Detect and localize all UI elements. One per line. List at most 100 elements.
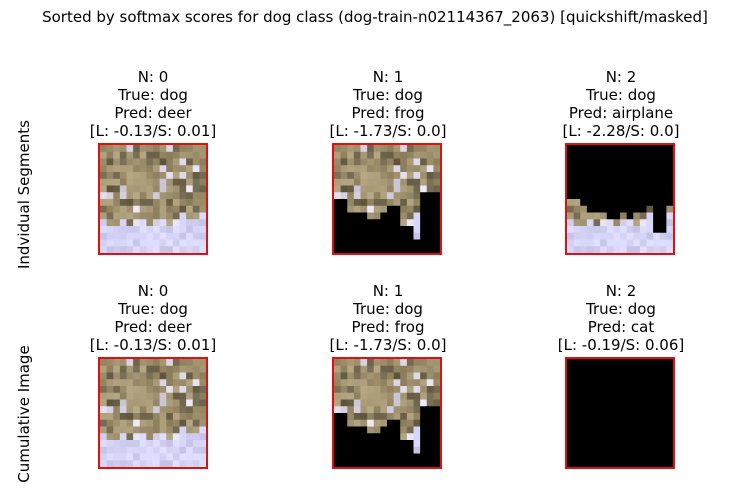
image-pixel bbox=[126, 392, 134, 400]
image-pixel bbox=[573, 372, 581, 380]
image-pixel bbox=[573, 386, 581, 394]
image-pixel bbox=[334, 192, 342, 200]
image-pixel bbox=[420, 433, 428, 441]
image-pixel bbox=[586, 212, 594, 220]
image-pixel bbox=[159, 419, 167, 427]
image-pixel bbox=[567, 392, 575, 400]
image-pixel bbox=[413, 426, 421, 434]
image-pixel bbox=[106, 185, 114, 193]
image-pixel bbox=[353, 433, 361, 441]
image-pixel bbox=[406, 392, 414, 400]
image-pixel bbox=[620, 386, 628, 394]
image-pixel bbox=[334, 199, 342, 207]
image-pixel bbox=[106, 145, 114, 153]
image-pixel bbox=[646, 379, 654, 387]
image-pixel bbox=[139, 158, 147, 166]
image-pixel bbox=[406, 232, 414, 240]
image-pixel bbox=[334, 399, 342, 407]
image-pixel bbox=[567, 386, 575, 394]
image-pixel bbox=[347, 151, 355, 159]
image-pixel bbox=[159, 460, 167, 467]
image-pixel bbox=[426, 460, 434, 467]
image-pixel bbox=[413, 433, 421, 441]
image-pixel bbox=[659, 392, 667, 400]
image-pixel bbox=[387, 158, 395, 166]
image-pixel bbox=[360, 232, 368, 240]
image-pixel bbox=[413, 460, 421, 467]
image-pixel bbox=[420, 158, 428, 166]
image-pixel bbox=[426, 379, 434, 387]
image-pixel bbox=[413, 386, 421, 394]
image-pixel bbox=[387, 151, 395, 159]
image-pixel bbox=[353, 359, 361, 367]
image-pixel bbox=[586, 151, 594, 159]
image-pixel bbox=[606, 460, 614, 467]
image-pixel bbox=[420, 372, 428, 380]
image-pixel bbox=[573, 453, 581, 461]
image-pixel bbox=[186, 426, 194, 434]
image-pixel bbox=[106, 365, 114, 373]
image-pixel bbox=[573, 226, 581, 234]
image-pixel bbox=[393, 219, 401, 227]
image-pixel bbox=[139, 178, 147, 186]
image-pixel bbox=[393, 172, 401, 180]
image-pixel bbox=[192, 205, 200, 213]
image-pixel bbox=[387, 392, 395, 400]
image-pixel bbox=[646, 158, 654, 166]
image-pixel bbox=[413, 246, 421, 253]
image-pixel bbox=[653, 392, 661, 400]
image-pixel bbox=[613, 392, 621, 400]
image-pixel bbox=[646, 399, 654, 407]
image-pixel bbox=[106, 440, 114, 448]
image-pixel bbox=[580, 386, 588, 394]
image-pixel bbox=[633, 359, 641, 367]
image-pixel bbox=[606, 219, 614, 227]
image-pixel bbox=[146, 440, 154, 448]
image-pixel bbox=[119, 246, 127, 253]
image-pixel bbox=[179, 165, 187, 173]
image-pixel bbox=[192, 372, 200, 380]
image-pixel bbox=[139, 413, 147, 421]
image-pixel bbox=[126, 151, 134, 159]
image-pixel bbox=[113, 379, 121, 387]
image-pixel bbox=[139, 226, 147, 234]
image-pixel bbox=[653, 372, 661, 380]
image-pixel bbox=[186, 433, 194, 441]
image-pixel bbox=[380, 426, 388, 434]
image-pixel bbox=[146, 392, 154, 400]
image-pixel bbox=[360, 212, 368, 220]
image-pixel bbox=[639, 379, 647, 387]
image-pixel bbox=[119, 433, 127, 441]
image-pixel bbox=[586, 172, 594, 180]
image-pixel bbox=[199, 226, 206, 234]
image-pixel bbox=[420, 192, 428, 200]
image-pixel bbox=[606, 239, 614, 247]
image-pixel bbox=[179, 158, 187, 166]
image-pixel bbox=[179, 172, 187, 180]
image-pixel bbox=[153, 453, 161, 461]
image-pixel bbox=[133, 165, 141, 173]
image-pixel bbox=[653, 413, 661, 421]
image-pixel bbox=[340, 145, 348, 153]
image-pixel bbox=[406, 178, 414, 186]
image-pixel bbox=[626, 158, 634, 166]
image-pixel bbox=[433, 446, 440, 454]
image-pixel bbox=[387, 406, 395, 414]
image-pixel bbox=[580, 440, 588, 448]
image-pixel bbox=[626, 413, 634, 421]
image-pixel bbox=[593, 440, 601, 448]
image-pixel bbox=[334, 178, 342, 186]
image-pixel bbox=[360, 386, 368, 394]
image-pixel bbox=[113, 359, 121, 367]
image-pixel bbox=[126, 365, 134, 373]
image-pixel bbox=[633, 399, 641, 407]
image-pixel bbox=[159, 433, 167, 441]
image-pixel bbox=[586, 460, 594, 467]
image-pixel bbox=[186, 399, 194, 407]
image-pixel bbox=[586, 386, 594, 394]
image-pixel bbox=[172, 413, 180, 421]
image-pixel bbox=[659, 232, 667, 240]
image-pixel bbox=[393, 178, 401, 186]
image-pixel bbox=[433, 433, 440, 441]
image-pixel bbox=[580, 406, 588, 414]
